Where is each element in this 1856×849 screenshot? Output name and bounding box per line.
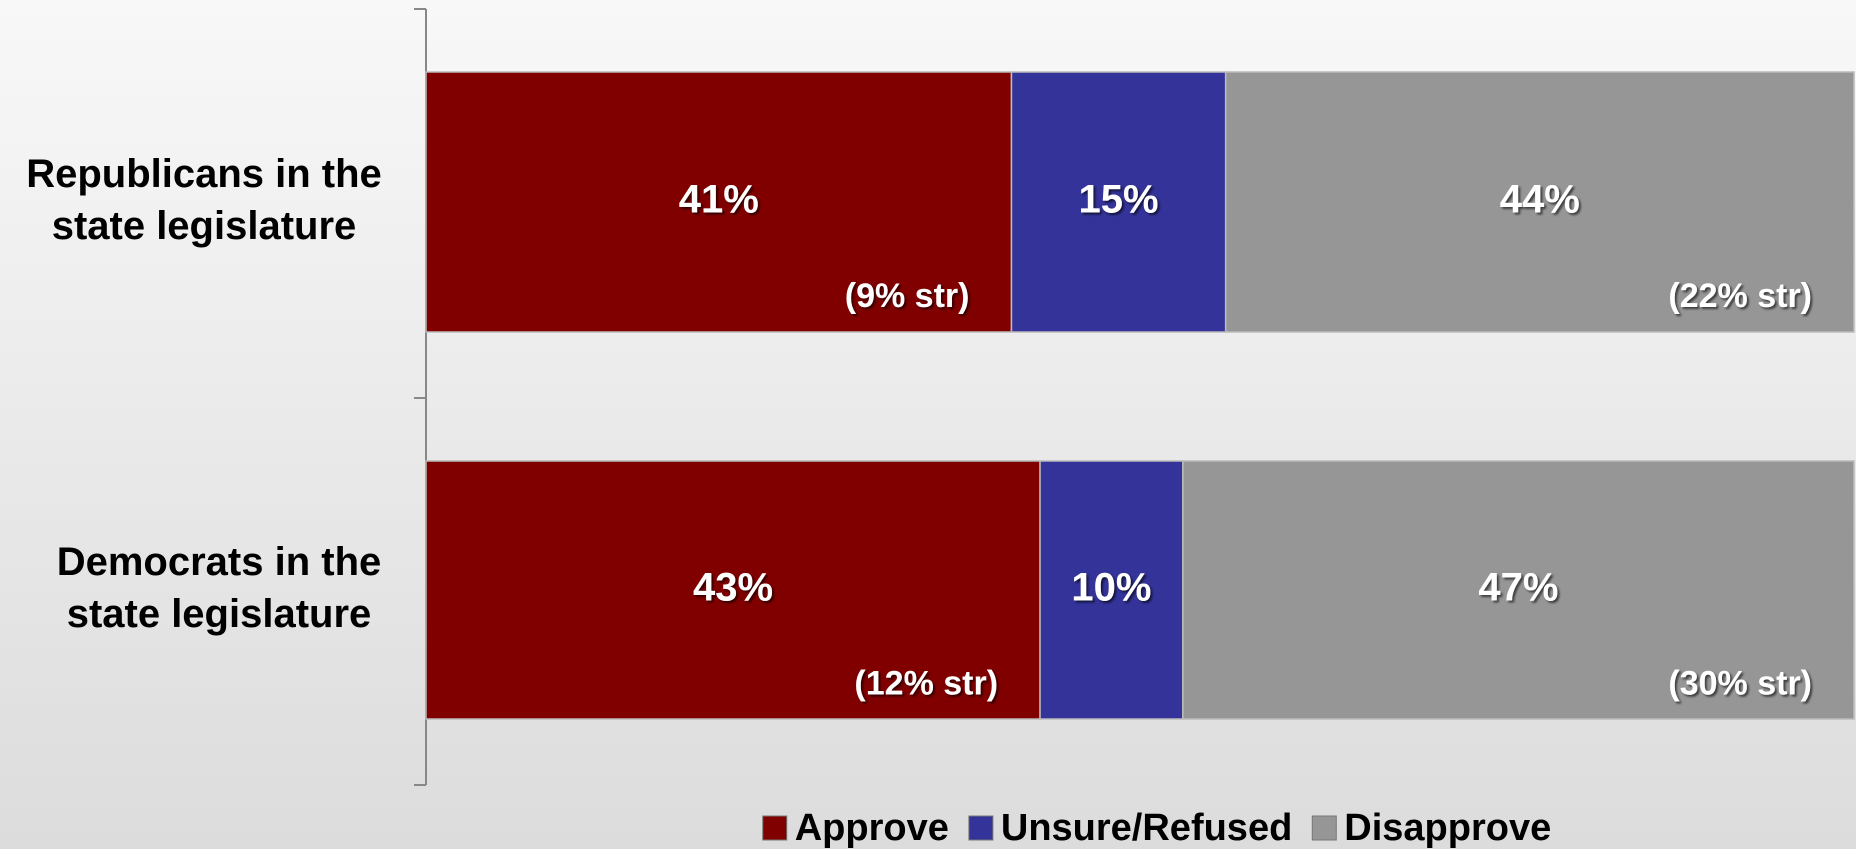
bar-segment <box>1039 460 1184 720</box>
legend-label: Approve <box>795 807 949 849</box>
bar-segment <box>425 460 1041 720</box>
value-label: 47% <box>1478 566 1558 610</box>
category-label: Republicans in the state legislature <box>26 152 382 248</box>
legend-swatch <box>762 815 788 841</box>
bar-segment <box>1182 460 1855 720</box>
legend-swatch <box>968 815 994 841</box>
bar-segment <box>425 71 1013 333</box>
value-label: 41% <box>679 178 759 222</box>
legend-swatch <box>1311 815 1337 841</box>
value-label: 43% <box>693 566 773 610</box>
strong-label: (9% str) <box>845 277 970 315</box>
strong-label: (22% str) <box>1668 277 1812 315</box>
bar-segment <box>1224 71 1855 333</box>
legend: Approve Unsure/Refused Disapprove <box>762 807 1551 849</box>
bar-segment <box>1010 71 1227 333</box>
value-label: 15% <box>1079 178 1159 222</box>
value-label: 44% <box>1500 178 1580 222</box>
strong-label: (12% str) <box>854 664 998 702</box>
strong-label: (30% str) <box>1668 664 1812 702</box>
value-label: 10% <box>1071 566 1151 610</box>
legend-label: Disapprove <box>1344 807 1551 849</box>
category-label: Democrats in the state legislature <box>57 540 382 636</box>
legend-label: Unsure/Refused <box>1001 807 1292 849</box>
